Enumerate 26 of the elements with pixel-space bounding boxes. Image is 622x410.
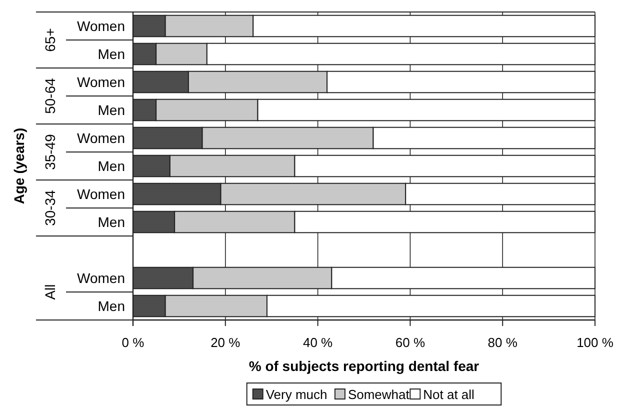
y-tick-label: Women xyxy=(77,270,125,286)
x-tick-label: 40 % xyxy=(302,335,334,350)
y-tick-label: Men xyxy=(98,214,125,230)
x-axis-title: % of subjects reporting dental fear xyxy=(248,358,480,374)
y-tick-label: Men xyxy=(98,298,125,314)
text: 30-34 xyxy=(42,190,58,226)
text: 65+ xyxy=(42,28,58,52)
x-tick-label: 60 % xyxy=(395,335,426,350)
y-tick-label: Men xyxy=(98,46,125,62)
text: All xyxy=(42,284,58,300)
legend-label: Not at all xyxy=(423,387,475,402)
x-tick-label: 20 % xyxy=(210,335,241,350)
x-tick-label: 100 % xyxy=(576,335,614,350)
y-tick-label: Women xyxy=(77,130,125,146)
x-tick-label: 0 % xyxy=(122,335,145,350)
text: 35-49 xyxy=(42,134,58,170)
y-tick-label: Women xyxy=(77,18,125,34)
text: 50-64 xyxy=(42,78,58,114)
y-tick-label: Men xyxy=(98,158,125,174)
y-tick-label: Men xyxy=(98,102,125,118)
x-tick-label: 80 % xyxy=(488,335,518,350)
legend-label: Somewhat xyxy=(348,387,410,402)
y-tick-label: Women xyxy=(77,74,125,90)
legend-label: Very much xyxy=(266,387,328,402)
y-tick-label: Women xyxy=(77,186,125,202)
y-axis-title: Age (years) xyxy=(11,128,27,204)
